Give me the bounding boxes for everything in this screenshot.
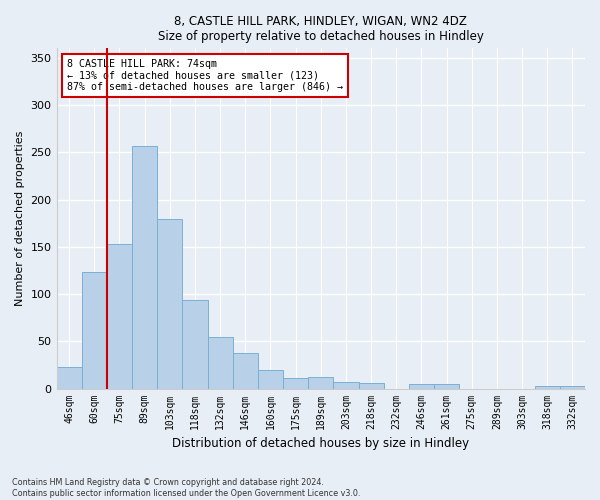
Title: 8, CASTLE HILL PARK, HINDLEY, WIGAN, WN2 4DZ
Size of property relative to detach: 8, CASTLE HILL PARK, HINDLEY, WIGAN, WN2… (158, 15, 484, 43)
Bar (409, 384, 434, 388)
Bar (359, 383, 383, 388)
X-axis label: Distribution of detached houses by size in Hindley: Distribution of detached houses by size … (172, 437, 469, 450)
Bar (182, 300, 208, 388)
Bar (334, 382, 359, 388)
Bar (107, 244, 132, 388)
Text: 8 CASTLE HILL PARK: 74sqm
← 13% of detached houses are smaller (123)
87% of semi: 8 CASTLE HILL PARK: 74sqm ← 13% of detac… (67, 58, 343, 92)
Bar (308, 377, 334, 388)
Y-axis label: Number of detached properties: Number of detached properties (15, 131, 25, 306)
Bar (157, 220, 182, 388)
Bar (82, 272, 107, 388)
Bar (56, 367, 82, 388)
Bar (535, 386, 560, 388)
Bar (258, 370, 283, 388)
Bar (560, 386, 585, 388)
Bar (132, 146, 157, 388)
Bar (283, 378, 308, 388)
Bar (208, 336, 233, 388)
Text: Contains HM Land Registry data © Crown copyright and database right 2024.
Contai: Contains HM Land Registry data © Crown c… (12, 478, 361, 498)
Bar (434, 384, 459, 388)
Bar (233, 352, 258, 388)
